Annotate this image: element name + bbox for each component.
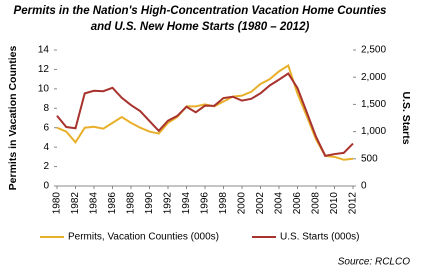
series-line	[56, 64, 354, 161]
y2-tick-label: 0	[361, 181, 367, 192]
y2-tick-label: 2,000	[361, 72, 386, 83]
y-tick-label: 8	[43, 103, 49, 114]
x-tick-label: 2006	[292, 192, 303, 215]
y2-tick-label: 1,000	[361, 126, 386, 137]
y-tick-label: 0	[43, 181, 49, 192]
y-tick-label: 4	[43, 142, 49, 153]
chart-title: Permits in the Nation's High-Concentrati…	[14, 5, 387, 17]
x-tick-label: 2012	[348, 192, 359, 215]
source: Source: RCLCO	[338, 257, 410, 268]
x-tick-label: 1996	[200, 192, 211, 215]
y2-tick-label: 500	[361, 153, 378, 164]
y-tick-label: 6	[43, 122, 49, 133]
y2-axis-label: U.S. Starts	[400, 91, 412, 144]
legend-label: Permits, Vacation Counties (000s)	[68, 232, 219, 243]
x-tick-label: 2002	[255, 192, 266, 215]
y-tick-label: 2	[43, 161, 49, 172]
x-tick-label: 1990	[144, 192, 155, 215]
x-tick-label: 2000	[237, 192, 248, 215]
y2-tick-label: 1,500	[361, 99, 386, 110]
x-tick-label: 2010	[329, 192, 340, 215]
x-tick-label: 2008	[311, 192, 322, 215]
x-tick-label: 1984	[89, 192, 100, 215]
x-tick-label: 1980	[52, 192, 63, 215]
y-axis-label: Permits in Vacation Counties	[7, 45, 19, 190]
y-tick-label: 10	[38, 83, 50, 94]
x-tick-label: 1988	[126, 192, 137, 215]
y2-tick-label: 2,500	[361, 45, 386, 56]
x-tick-label: 1982	[70, 192, 81, 215]
series-line	[56, 72, 354, 157]
x-tick-label: 1992	[163, 192, 174, 215]
chart-title: and U.S. New Home Starts (1980 – 2012)	[91, 21, 310, 33]
y-tick-label: 14	[38, 45, 50, 56]
x-tick-label: 1994	[181, 192, 192, 215]
x-tick-label: 2004	[274, 192, 285, 215]
x-tick-label: 1986	[107, 192, 118, 215]
y-tick-label: 12	[38, 64, 50, 75]
x-tick-label: 1998	[218, 192, 229, 215]
legend-label: U.S. Starts (000s)	[280, 232, 359, 243]
